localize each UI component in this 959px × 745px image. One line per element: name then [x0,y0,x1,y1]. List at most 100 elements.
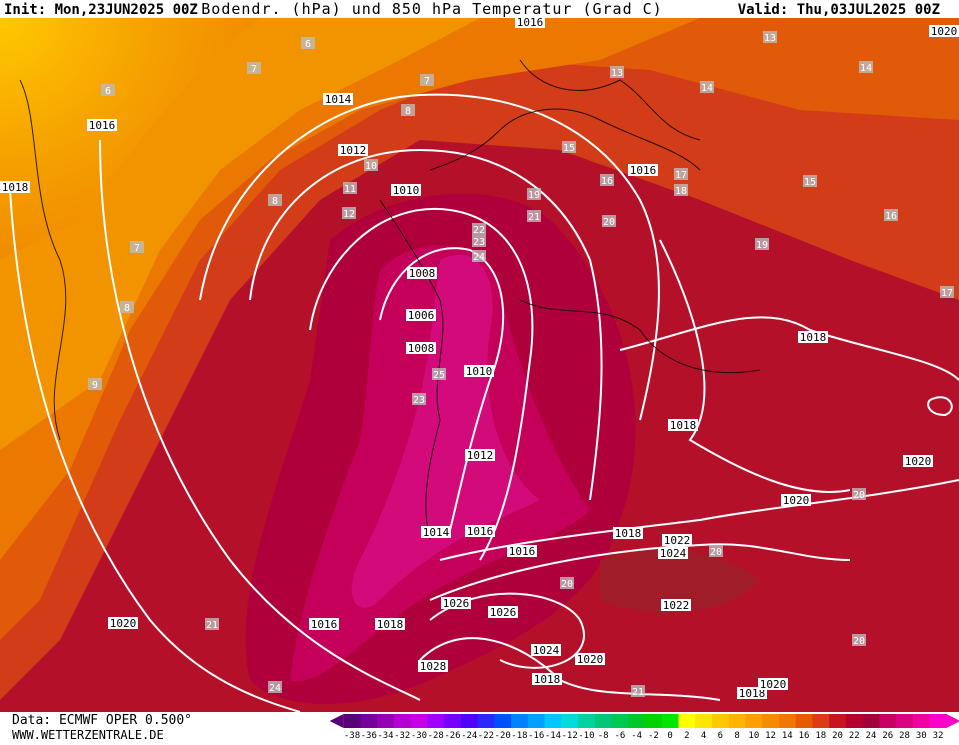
temperature-label: 18 [675,186,687,197]
colorbar-label: -38 [344,731,360,741]
isobar-label: 1018 [534,673,561,686]
temperature-label: 16 [601,176,613,187]
data-source: Data: ECMWF OPER 0.500° [12,713,192,728]
isobar-label-box [87,119,117,131]
colorbar-arrow-left [329,714,344,728]
isobar-label: 1020 [931,25,958,38]
init-time: Init: Mon,23JUN2025 00Z [4,2,198,18]
isobar-label-box [661,599,691,611]
isobar-label: 1016 [509,545,536,558]
temperature-label-box [562,141,576,153]
isobar-label-box [441,597,471,609]
temperature-label: 20 [603,217,615,228]
colorbar-label: -22 [478,731,494,741]
temperature-label: 20 [561,579,573,590]
colorbar-swatch [929,714,947,728]
colorbar-label: 10 [748,731,759,741]
colorbar-swatch [578,714,596,728]
isobar-label-box [613,527,643,539]
temperature-label-box [709,545,723,557]
isobar-label-box [515,16,545,28]
isobar-label: 1014 [325,93,352,106]
temperature-label-box [88,378,102,390]
coastlines [19,59,761,541]
colorbar-label: -8 [598,731,609,741]
temperature-label-box [527,188,541,200]
temperature-label: 12 [343,209,355,220]
isobar-label-box [532,673,562,685]
temperature-label-box [852,488,866,500]
isobar-label-box [108,617,138,629]
temperature-label-box [120,301,134,313]
isobar-label-box [465,449,495,461]
colorbar-label: 6 [718,731,723,741]
isobar-label: 1012 [340,144,367,157]
temperature-label: 8 [405,106,411,117]
temperature-label: 19 [756,240,768,251]
colorbar-label: -28 [428,731,444,741]
colorbar-swatch [711,714,730,728]
colorbar-swatch [862,714,880,728]
isobar-label-box [0,181,30,193]
isobar-label: 1018 [615,527,642,540]
isobar-label-box [309,618,339,630]
colorbar-swatch [812,714,830,728]
temperature-label: 11 [344,184,356,195]
temperature-label-box [527,210,541,222]
isobar-label: 1020 [577,653,604,666]
temperature-label-box [343,182,357,194]
temperature-label: 21 [206,620,218,631]
colorbar-swatch [845,714,864,728]
isobar-label-box [507,545,537,557]
isobar-label: 1016 [467,525,494,538]
isobar-label: 1016 [311,618,338,631]
colorbar-label: -14 [545,731,561,741]
temperature-label: 8 [124,303,130,314]
colorbar-label: -12 [562,731,578,741]
isobar-label: 1018 [377,618,404,631]
isobar-label: 1022 [663,599,690,612]
colorbar-swatch [343,714,361,728]
colorbar-swatch [494,714,512,728]
isobar-label-box [421,526,451,538]
colorbar-label: -4 [631,731,642,741]
isobar-label-box [781,494,811,506]
temperature-label-box [700,81,714,93]
colorbar-label: 16 [799,731,810,741]
colorbar-swatch [527,714,546,728]
isobar-label: 1018 [739,687,766,700]
isobar-label: 1008 [408,342,435,355]
isobar-label-box [903,455,933,467]
colorbar-label: -36 [361,731,377,741]
colorbar: -38 -36 -34 -32 -30 -28 -26 -24 -22 -20 -18 -16 -14-… [329,714,959,741]
colorbar-label: 18 [815,731,826,741]
temperature-label-box [472,250,486,262]
temperature-label-box [205,618,219,630]
colorbar-label: -10 [578,731,594,741]
colorbar-label: 32 [933,731,944,741]
colorbar-swatch [661,714,679,728]
temperature-label-box [674,168,688,180]
isobar-label-box [758,678,788,690]
isobar-label: 1016 [517,16,544,29]
isobar-label-box [658,547,688,559]
colorbar-swatch [778,714,797,728]
isobar-label: 1028 [420,660,447,673]
temperature-label-box [755,238,769,250]
temperature-label-box [602,215,616,227]
colorbar-swatch [762,714,780,728]
temperature-label-box [884,209,898,221]
isobar-label-box [375,618,405,630]
isobar-label: 1016 [630,164,657,177]
temperature-label-box [763,31,777,43]
isobar-label-box [406,309,436,321]
isobar-label: 1016 [89,119,116,132]
temperature-label: 10 [365,161,377,172]
colorbar-swatch [695,714,713,728]
colorbar-swatch [829,714,847,728]
temperature-label: 21 [632,687,644,698]
colorbar-label: -16 [528,731,544,741]
isobar-label-box [464,365,494,377]
isobar-label-box [662,534,692,546]
colorbar-label: -6 [614,731,625,741]
